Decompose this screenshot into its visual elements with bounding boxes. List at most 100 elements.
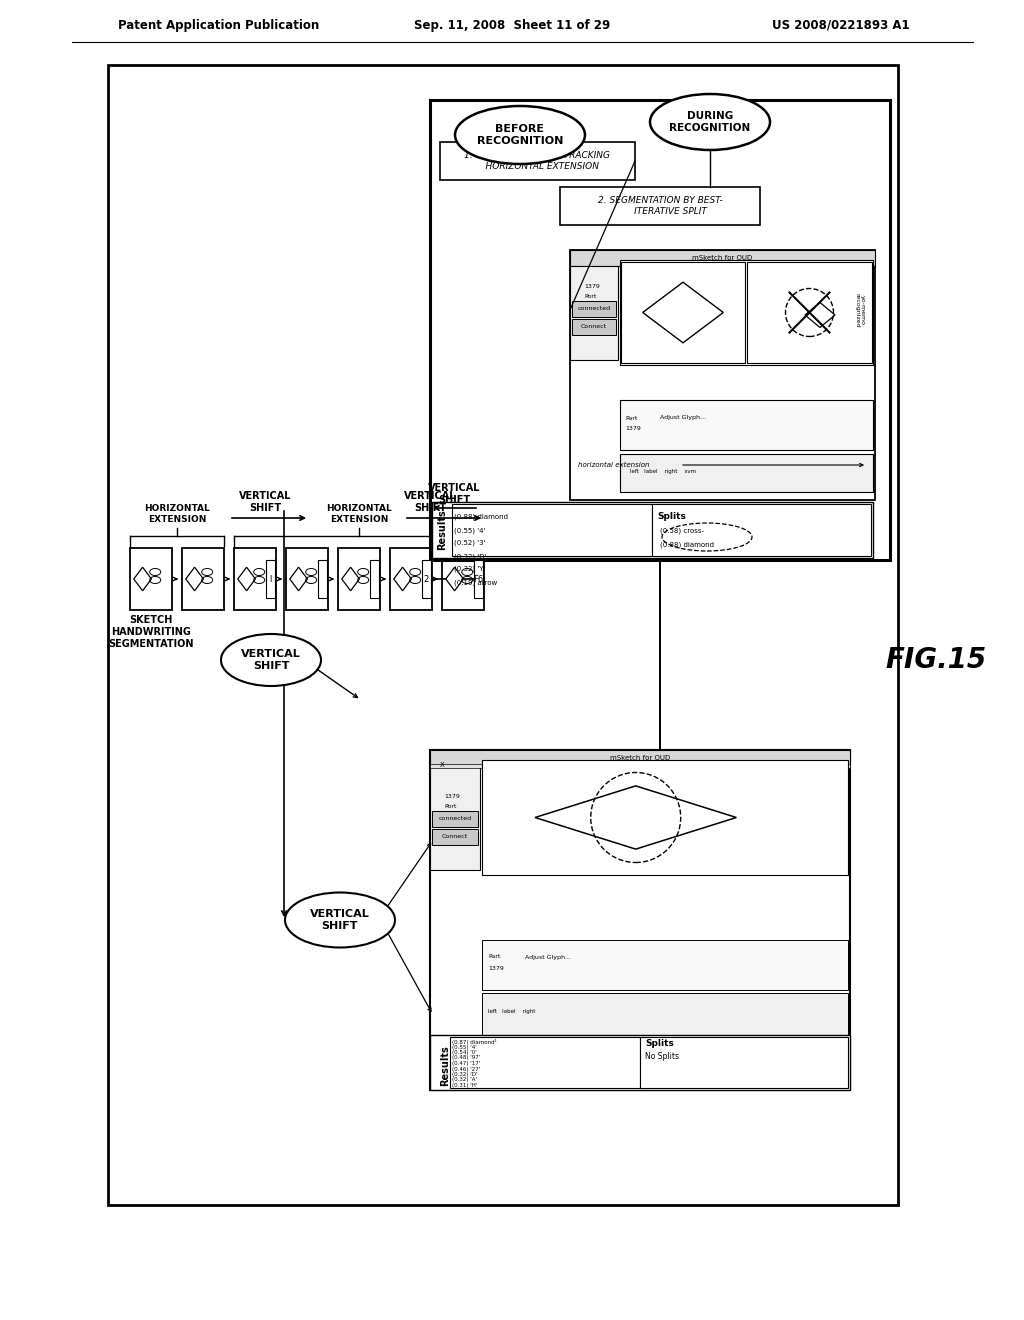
- Text: Results: Results: [440, 1045, 450, 1086]
- Text: 1. SEGMENTATION BY TRACKING
    HORIZONTAL EXTENSION: 1. SEGMENTATION BY TRACKING HORIZONTAL E…: [464, 152, 610, 170]
- Polygon shape: [445, 568, 464, 591]
- Text: HORIZONTAL
EXTENSION: HORIZONTAL EXTENSION: [326, 504, 392, 524]
- Text: mSketch for OUD: mSketch for OUD: [610, 755, 670, 762]
- FancyBboxPatch shape: [560, 187, 760, 224]
- FancyBboxPatch shape: [482, 993, 848, 1035]
- Text: BEFORE
RECOGNITION: BEFORE RECOGNITION: [477, 124, 563, 145]
- FancyBboxPatch shape: [570, 249, 874, 267]
- Text: left   label    right    svm: left label right svm: [630, 470, 696, 474]
- FancyBboxPatch shape: [746, 261, 872, 363]
- Text: Part: Part: [488, 954, 501, 960]
- Text: SKETCH
HANDWRITING
SEGMENTATION: SKETCH HANDWRITING SEGMENTATION: [109, 615, 194, 648]
- Polygon shape: [290, 568, 307, 591]
- FancyBboxPatch shape: [108, 65, 898, 1205]
- FancyBboxPatch shape: [452, 504, 652, 556]
- FancyBboxPatch shape: [440, 143, 635, 180]
- Text: (0.48) '97': (0.48) '97': [452, 1056, 480, 1060]
- Text: 1379: 1379: [625, 425, 641, 430]
- FancyBboxPatch shape: [370, 561, 379, 598]
- FancyBboxPatch shape: [430, 750, 850, 766]
- Text: (0.58) cross-: (0.58) cross-: [660, 528, 705, 535]
- Text: connected: connected: [438, 817, 472, 821]
- Text: connected: connected: [578, 306, 610, 312]
- Text: X: X: [440, 762, 444, 768]
- Text: (0.19) arrow: (0.19) arrow: [454, 579, 498, 586]
- FancyBboxPatch shape: [570, 249, 874, 500]
- Polygon shape: [185, 568, 204, 591]
- Ellipse shape: [650, 94, 770, 150]
- Text: VERTICAL
SHIFT: VERTICAL SHIFT: [241, 649, 301, 671]
- Text: Adjust Glyph...: Adjust Glyph...: [660, 416, 706, 421]
- Text: Connect: Connect: [581, 325, 607, 330]
- Text: l: l: [269, 574, 271, 583]
- Polygon shape: [238, 568, 255, 591]
- Text: (0.47) '17': (0.47) '17': [452, 1061, 480, 1067]
- Polygon shape: [536, 785, 736, 849]
- Text: (0.31) 'H': (0.31) 'H': [452, 1082, 477, 1088]
- Text: (0.46) '27': (0.46) '27': [452, 1067, 480, 1072]
- Text: 2. SEGMENTATION BY BEST-
       ITERATIVE SPLIT: 2. SEGMENTATION BY BEST- ITERATIVE SPLIT: [598, 197, 722, 215]
- Polygon shape: [342, 568, 359, 591]
- Text: No Splits: No Splits: [645, 1052, 679, 1061]
- Text: yo-memo
recognized: yo-memo recognized: [854, 293, 865, 327]
- Text: (0.52) '3': (0.52) '3': [454, 540, 485, 546]
- Text: 1379: 1379: [584, 284, 600, 289]
- Text: (0.55) '4': (0.55) '4': [454, 527, 485, 533]
- Ellipse shape: [221, 634, 321, 686]
- Polygon shape: [643, 282, 723, 343]
- FancyBboxPatch shape: [430, 1035, 850, 1090]
- Text: VERTICAL
SHIFT: VERTICAL SHIFT: [239, 491, 292, 512]
- FancyBboxPatch shape: [570, 267, 618, 360]
- FancyBboxPatch shape: [572, 301, 616, 317]
- FancyBboxPatch shape: [620, 400, 873, 450]
- Text: Port: Port: [444, 804, 457, 808]
- FancyBboxPatch shape: [640, 1038, 848, 1088]
- FancyBboxPatch shape: [130, 548, 172, 610]
- FancyBboxPatch shape: [621, 261, 745, 363]
- Text: Sep. 11, 2008  Sheet 11 of 29: Sep. 11, 2008 Sheet 11 of 29: [414, 18, 610, 32]
- Text: 1379: 1379: [444, 793, 460, 799]
- Polygon shape: [394, 568, 412, 591]
- FancyBboxPatch shape: [432, 829, 478, 845]
- FancyBboxPatch shape: [430, 764, 850, 768]
- Ellipse shape: [455, 106, 585, 164]
- FancyBboxPatch shape: [234, 548, 276, 610]
- FancyBboxPatch shape: [482, 760, 848, 875]
- FancyBboxPatch shape: [390, 548, 432, 610]
- Text: 2: 2: [424, 574, 429, 583]
- Text: mSketch for OUD: mSketch for OUD: [692, 255, 753, 261]
- FancyBboxPatch shape: [432, 810, 478, 828]
- FancyBboxPatch shape: [286, 548, 328, 610]
- Text: left   label    right: left label right: [488, 1010, 536, 1015]
- FancyBboxPatch shape: [422, 561, 431, 598]
- Text: (0.32) 'A': (0.32) 'A': [452, 1077, 477, 1082]
- FancyBboxPatch shape: [652, 504, 871, 556]
- Text: F6: F6: [473, 574, 483, 583]
- Text: VERTICAL
SHIFT: VERTICAL SHIFT: [428, 483, 480, 504]
- Text: (0.88) diamond: (0.88) diamond: [454, 513, 508, 520]
- Text: (0.32) 'Y': (0.32) 'Y': [454, 566, 485, 573]
- Text: Port: Port: [584, 293, 596, 298]
- Text: (0.32) 'D': (0.32) 'D': [452, 1072, 477, 1077]
- Text: Splits: Splits: [645, 1039, 674, 1048]
- Text: Part: Part: [625, 416, 637, 421]
- Text: (0.55) '4': (0.55) '4': [452, 1044, 477, 1049]
- Text: VERTICAL
SHIFT: VERTICAL SHIFT: [404, 491, 457, 512]
- Polygon shape: [805, 302, 835, 327]
- FancyBboxPatch shape: [430, 750, 850, 1090]
- FancyBboxPatch shape: [442, 548, 484, 610]
- FancyBboxPatch shape: [620, 260, 873, 366]
- Text: (0.54) '0': (0.54) '0': [452, 1049, 477, 1055]
- Text: Adjust Glyph...: Adjust Glyph...: [525, 954, 571, 960]
- Text: US 2008/0221893 A1: US 2008/0221893 A1: [772, 18, 910, 32]
- Text: (0.87) diamond¹: (0.87) diamond¹: [452, 1039, 497, 1045]
- Text: Connect: Connect: [442, 834, 468, 840]
- FancyBboxPatch shape: [572, 319, 616, 335]
- Text: Splits: Splits: [657, 512, 686, 521]
- Text: Patent Application Publication: Patent Application Publication: [118, 18, 319, 32]
- FancyBboxPatch shape: [265, 561, 274, 598]
- Ellipse shape: [285, 892, 395, 948]
- Text: DURING
RECOGNITION: DURING RECOGNITION: [670, 111, 751, 133]
- FancyBboxPatch shape: [482, 940, 848, 990]
- Text: 1379: 1379: [488, 965, 504, 970]
